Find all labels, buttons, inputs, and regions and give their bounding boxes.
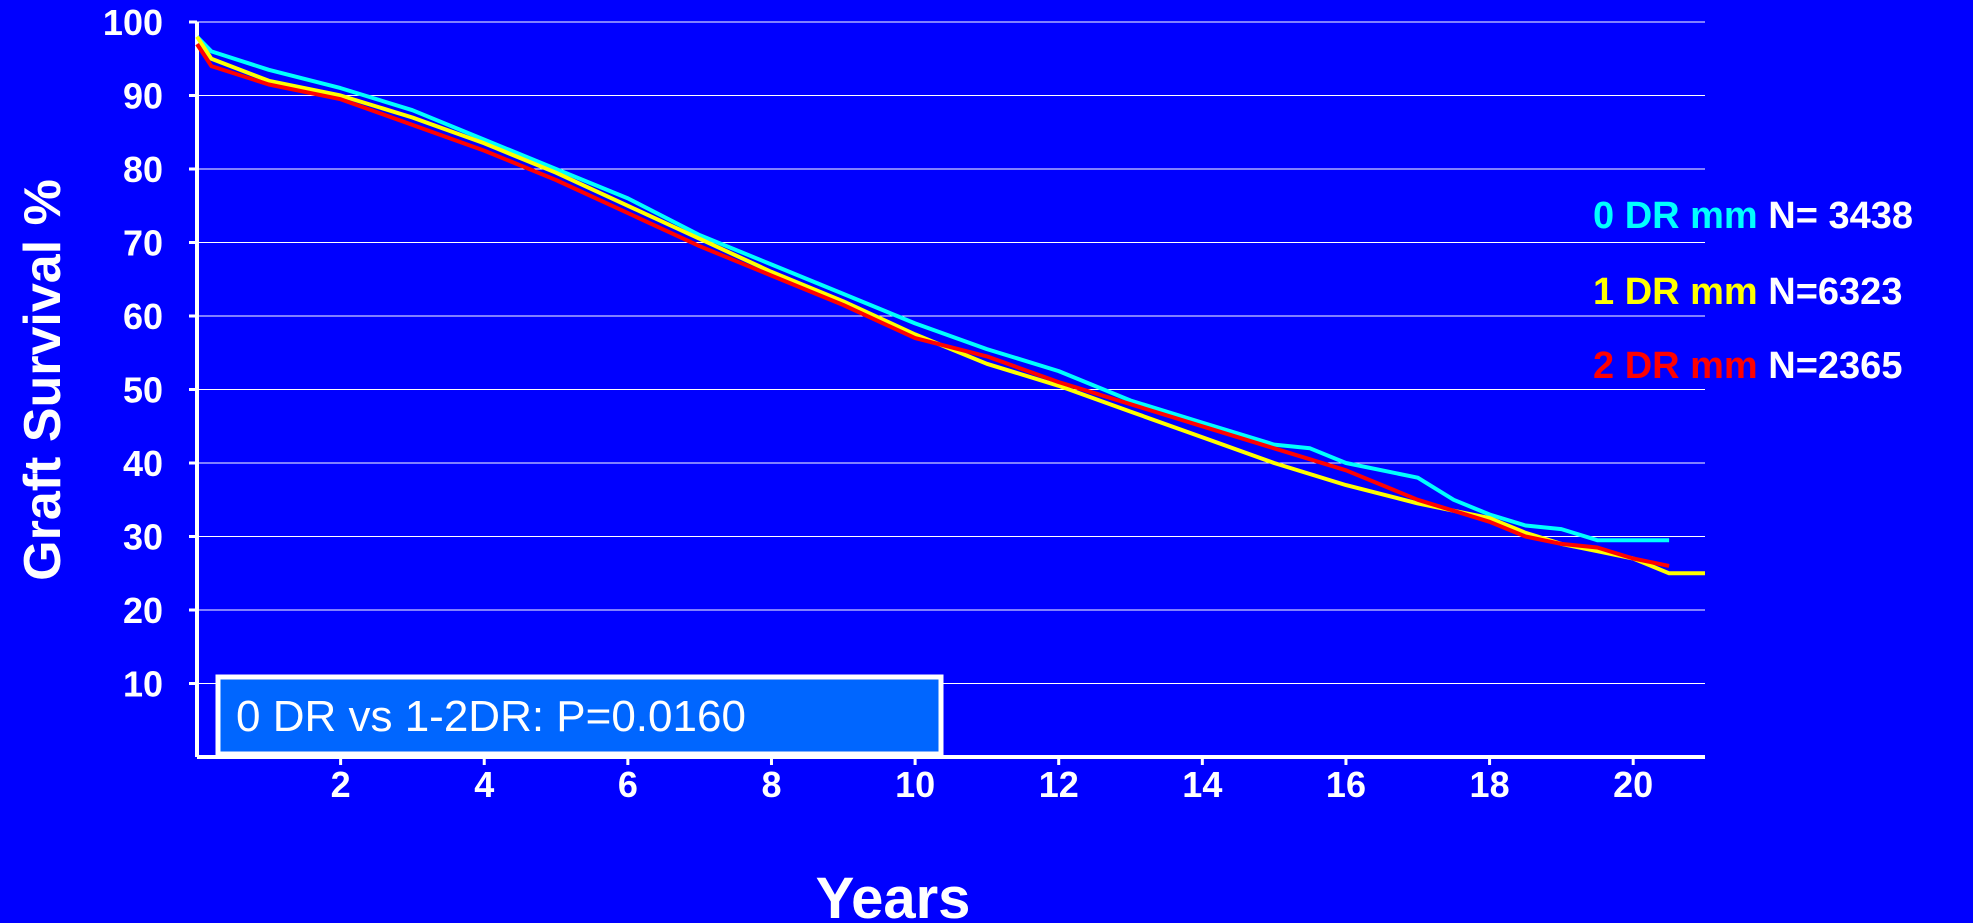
series-line-2 <box>195 43 1670 568</box>
y-tick-label-40: 40 <box>123 443 163 484</box>
x-tick-label-2: 2 <box>331 764 351 805</box>
y-tick-label-80: 80 <box>123 149 163 190</box>
legend-entry-2: 2 DR mm N=2365 <box>1593 345 1902 387</box>
p-value-box <box>215 674 944 757</box>
legend-series-count-0: N= 3438 <box>1768 195 1913 237</box>
x-tick-label-16: 16 <box>1326 764 1366 805</box>
legend-entry-0: 0 DR mm N= 3438 <box>1593 195 1913 237</box>
legend-series-name-1: 1 DR mm <box>1593 271 1768 313</box>
p-value-text: 0 DR vs 1-2DR: P=0.0160 <box>236 692 746 741</box>
x-tick-label-18: 18 <box>1470 764 1510 805</box>
x-tick-label-14: 14 <box>1182 764 1222 805</box>
legend-series-count-1: N=6323 <box>1768 271 1902 313</box>
x-tick-label-4: 4 <box>474 764 494 805</box>
y-tick-label-90: 90 <box>123 76 163 117</box>
y-tick-label-30: 30 <box>123 517 163 558</box>
x-tick-label-20: 20 <box>1613 764 1653 805</box>
y-tick-labels: 10 20 30 40 50 60 70 80 90 100 <box>103 2 197 705</box>
y-tick-label-10: 10 <box>123 664 163 705</box>
y-tick-label-100: 100 <box>103 2 163 43</box>
y-tick-label-20: 20 <box>123 590 163 631</box>
series-lines <box>195 35 1705 576</box>
y-tick-label-70: 70 <box>123 223 163 264</box>
x-tick-label-8: 8 <box>761 764 781 805</box>
series-line-0 <box>195 35 1670 543</box>
y-tick-label-60: 60 <box>123 296 163 337</box>
y-axis-title: Graft Survival % <box>14 179 72 581</box>
x-axis-title: Years <box>816 866 971 923</box>
p-value-annotation: 0 DR vs 1-2DR: P=0.0160 <box>215 674 944 757</box>
x-tick-labels: 2 4 6 8 10 12 14 16 18 20 <box>331 757 1653 805</box>
x-tick-label-10: 10 <box>895 764 935 805</box>
legend-series-name-2: 2 DR mm <box>1593 345 1768 387</box>
legend-series-name-0: 0 DR mm <box>1593 195 1768 237</box>
legend-entry-1: 1 DR mm N=6323 <box>1593 271 1902 313</box>
legend-series-count-2: N=2365 <box>1768 345 1902 387</box>
x-tick-label-12: 12 <box>1039 764 1079 805</box>
y-tick-label-50: 50 <box>123 370 163 411</box>
grid-lines <box>197 21 1705 684</box>
x-tick-label-6: 6 <box>618 764 638 805</box>
